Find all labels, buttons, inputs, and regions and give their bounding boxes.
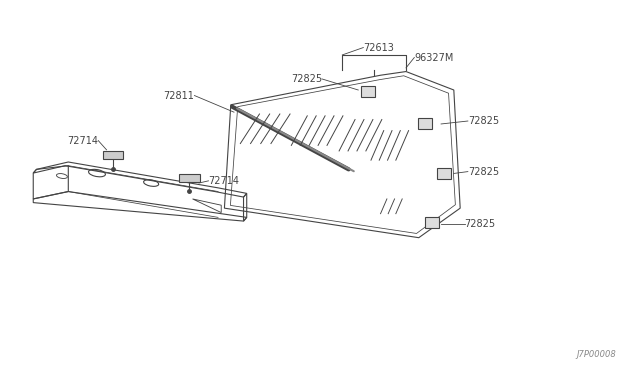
Text: 72811: 72811 xyxy=(164,90,195,100)
Bar xyxy=(179,174,200,182)
Text: 72825: 72825 xyxy=(465,219,496,229)
Text: 96327M: 96327M xyxy=(414,52,454,62)
Bar xyxy=(418,118,432,129)
Text: J7P00008: J7P00008 xyxy=(577,350,616,359)
Text: 72714: 72714 xyxy=(67,135,99,145)
Text: 72613: 72613 xyxy=(364,42,394,52)
Bar xyxy=(361,86,375,97)
Text: 72825: 72825 xyxy=(468,167,499,177)
Bar xyxy=(424,217,438,228)
Text: 72714: 72714 xyxy=(209,176,239,186)
Bar xyxy=(102,151,123,160)
Text: 72825: 72825 xyxy=(468,116,499,126)
Text: 72825: 72825 xyxy=(291,74,322,84)
Bar xyxy=(437,167,451,179)
